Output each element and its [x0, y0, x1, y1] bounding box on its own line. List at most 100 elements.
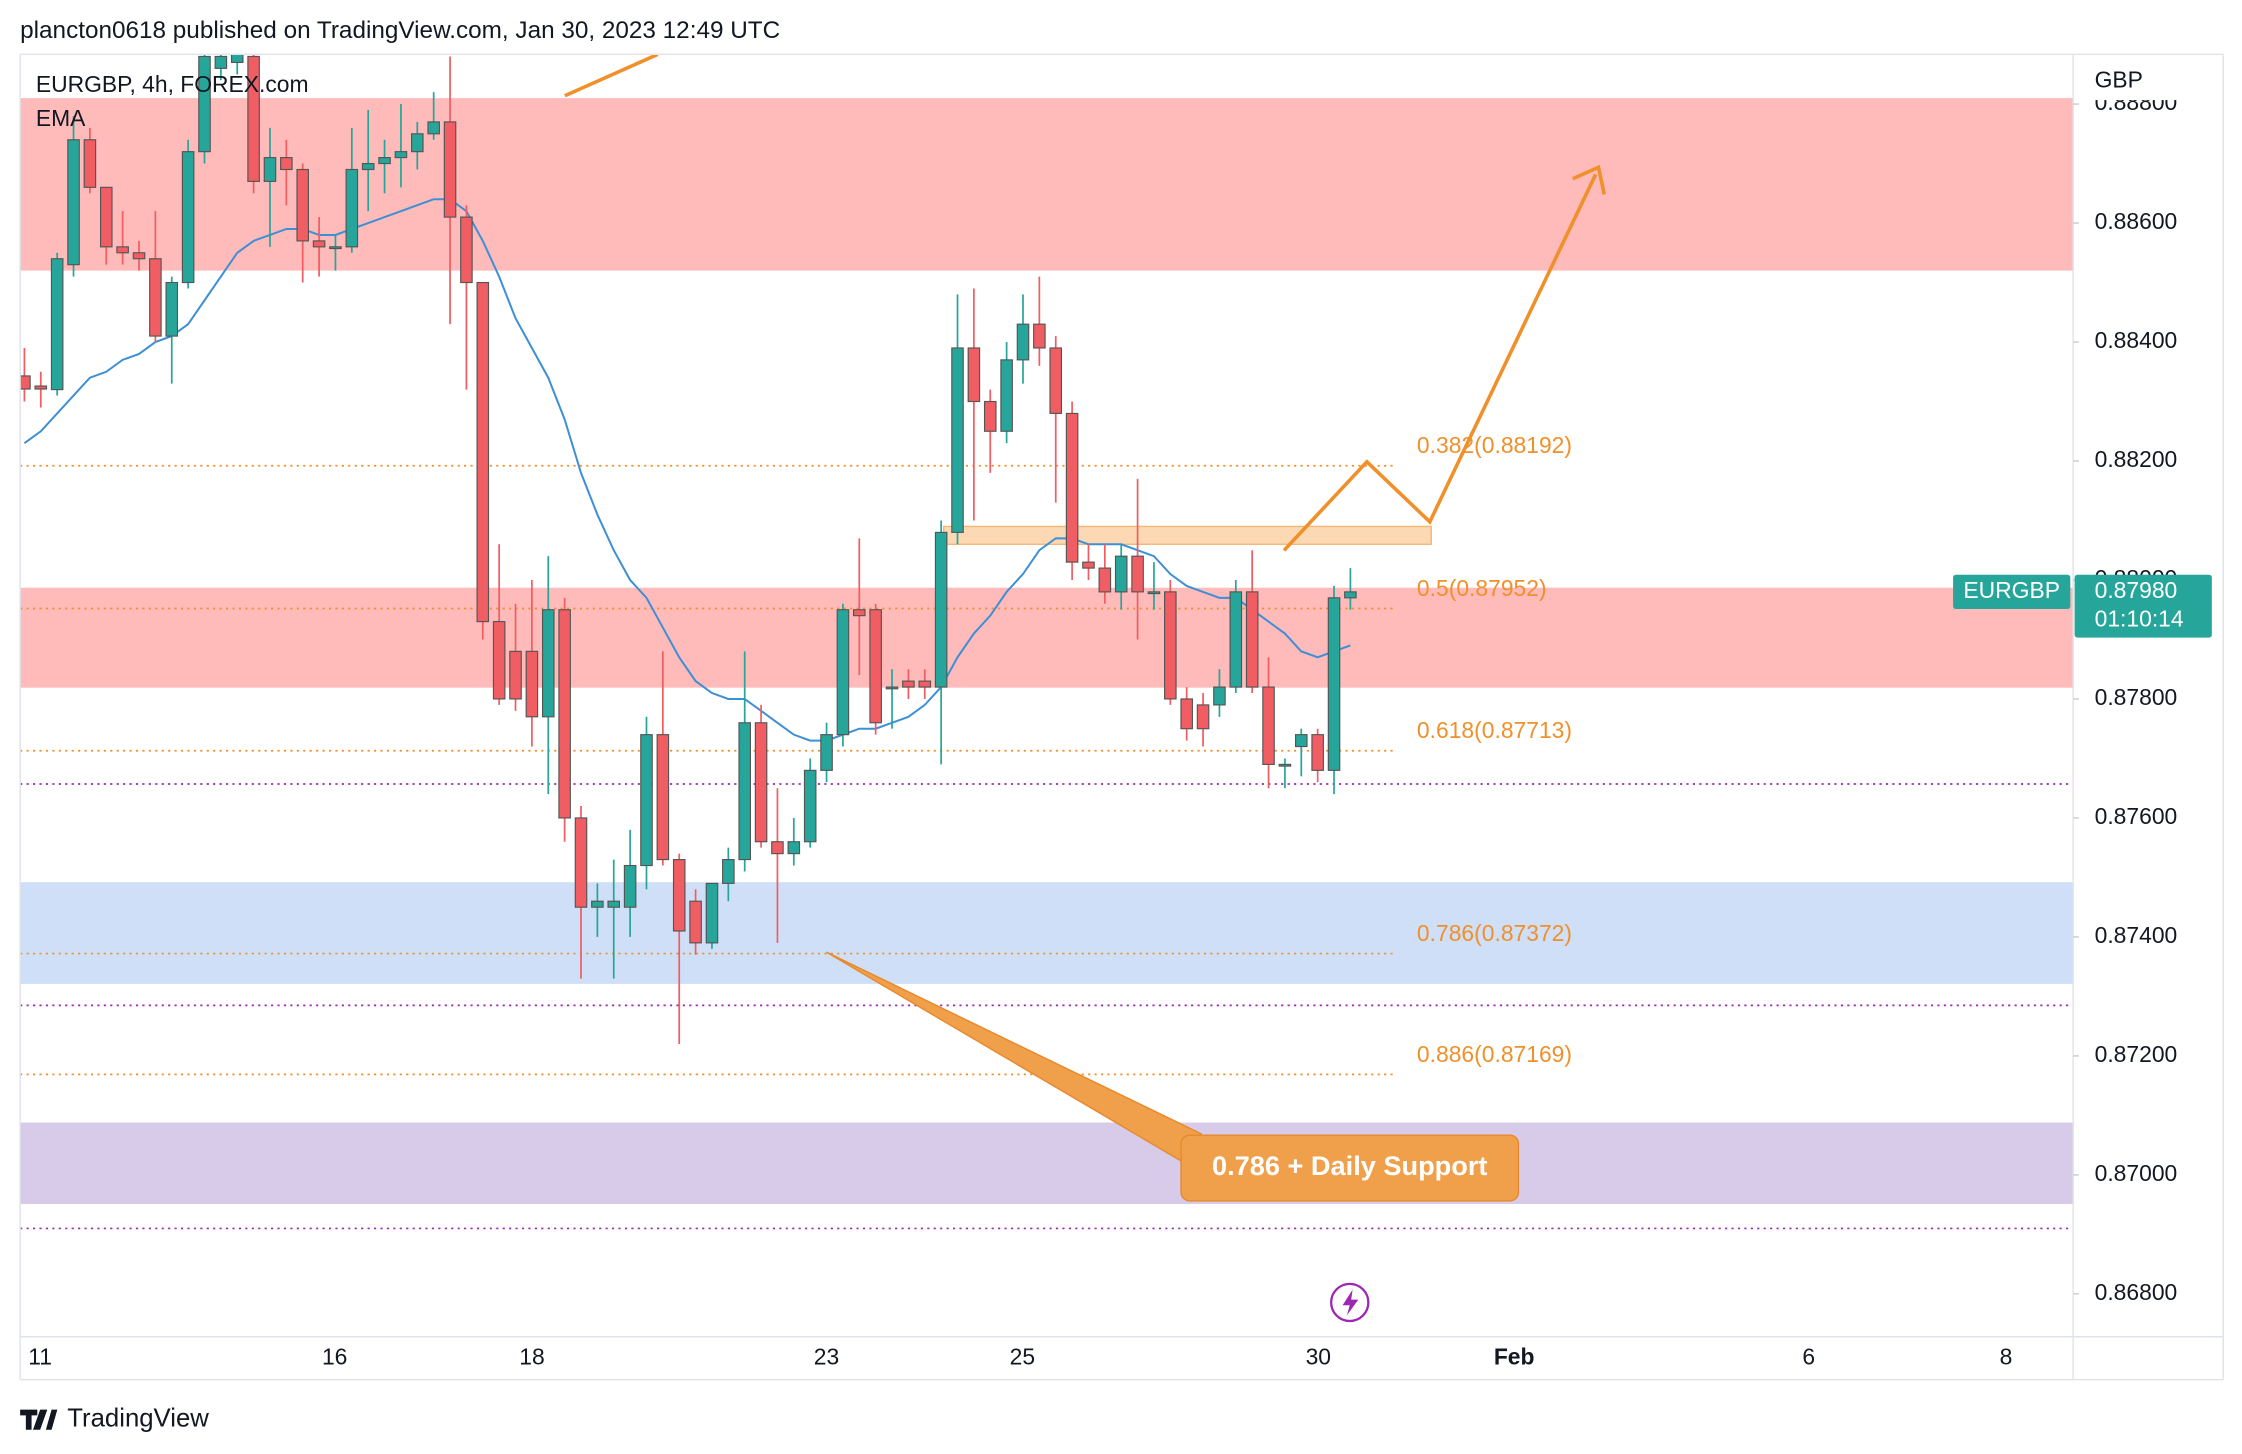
candle-body — [771, 841, 784, 855]
candle-body — [853, 609, 866, 617]
candle-body — [803, 769, 817, 843]
candle-body — [34, 385, 48, 390]
candle-body — [836, 609, 850, 736]
y-tick-label: 0.88400 — [2095, 327, 2178, 353]
candle-body — [1180, 698, 1193, 730]
fib-label: 0.618(0.87713) — [1417, 717, 1572, 743]
candle-body — [361, 162, 375, 171]
x-tick-label: 16 — [322, 1343, 347, 1369]
x-tick-label: Feb — [1494, 1343, 1535, 1369]
y-tick-label: 0.88600 — [2095, 208, 2178, 234]
candle-body — [1213, 686, 1226, 706]
legend-ema: EMA — [36, 105, 86, 131]
x-tick-label: 8 — [2000, 1343, 2013, 1369]
price-axis: 0.888000.886000.884000.882000.880000.878… — [2073, 89, 2177, 1305]
candle-body — [1262, 686, 1275, 765]
x-tick-label: 30 — [1306, 1343, 1331, 1369]
candle-body — [165, 281, 179, 337]
candle-body — [689, 900, 702, 944]
candle-body — [885, 686, 899, 690]
candle-body — [934, 531, 948, 688]
fib-label: 0.5(0.87952) — [1417, 575, 1547, 601]
candles — [20, 54, 1357, 1045]
candle-body — [1294, 734, 1308, 748]
candle-body — [902, 680, 915, 688]
candle-body — [1131, 555, 1144, 593]
candle-body — [345, 168, 359, 248]
candle-body — [623, 864, 637, 908]
candle-body — [820, 734, 833, 771]
header: plancton0618 published on TradingView.co… — [20, 17, 780, 44]
fib-label: 0.886(0.87169) — [1417, 1041, 1572, 1067]
event-bolt — [1342, 1289, 1359, 1316]
candle-body — [787, 841, 801, 855]
brand: TradingView — [20, 1404, 209, 1432]
candle-body — [492, 621, 506, 700]
candle-body — [230, 54, 244, 63]
candle-body — [378, 157, 391, 165]
candle-body — [705, 882, 719, 944]
candle-body — [1245, 591, 1259, 688]
candle-body — [722, 859, 735, 884]
candle-body — [1033, 323, 1046, 349]
last-price-bg — [2074, 574, 2212, 638]
trend-line — [564, 54, 659, 98]
candle-body — [214, 55, 228, 69]
ema-line — [23, 198, 1351, 742]
projection-path — [1282, 173, 1598, 552]
candle-body — [247, 55, 260, 182]
y-tick-label: 0.87200 — [2095, 1041, 2178, 1067]
candle-body — [329, 246, 342, 250]
y-tick-label: 0.87600 — [2095, 803, 2178, 829]
candle-body — [738, 722, 751, 861]
candle-body — [132, 252, 146, 260]
candle-body — [656, 734, 670, 861]
x-tick-label: 6 — [1802, 1343, 1815, 1369]
zone — [943, 525, 1432, 546]
candle-body — [607, 900, 621, 908]
zone — [20, 882, 2074, 984]
legend-symbol: EURGBP, 4h, FOREX.com — [36, 71, 309, 97]
candle-body — [967, 347, 981, 403]
x-tick-label: 25 — [1010, 1343, 1035, 1369]
zones — [20, 98, 2074, 1205]
candle-body — [67, 139, 80, 266]
candle-body — [280, 157, 293, 171]
candle-body — [149, 258, 162, 337]
x-tick-label: 18 — [519, 1343, 544, 1369]
candle-body — [198, 55, 211, 153]
candle-body — [296, 168, 310, 242]
candle-body — [509, 650, 522, 700]
candle-body — [1016, 323, 1030, 361]
candle-body — [574, 817, 588, 908]
candle-body — [672, 859, 686, 932]
candle-body — [525, 650, 539, 718]
brand-name: TradingView — [67, 1404, 209, 1432]
candle-body — [427, 121, 440, 135]
x-tick-label: 11 — [28, 1343, 52, 1369]
candle-body — [918, 680, 932, 688]
candle-body — [312, 240, 326, 248]
candle-body — [754, 722, 768, 843]
projection-arrowhead — [1572, 164, 1606, 195]
candle-body — [50, 258, 64, 391]
candle-body — [83, 139, 97, 188]
candle-body — [1114, 555, 1128, 593]
candle-body — [951, 347, 964, 533]
brand-logo — [20, 1409, 58, 1430]
candle-body — [869, 609, 882, 724]
candle-body — [1344, 591, 1357, 599]
last-price-label: 0.87980 — [2095, 577, 2178, 603]
candle-body — [20, 375, 31, 390]
countdown: 01:10:14 — [2095, 606, 2184, 632]
candle-body — [1278, 763, 1292, 767]
zone — [20, 98, 2074, 271]
candle-body — [1065, 412, 1079, 563]
x-tick-label: 23 — [814, 1343, 839, 1369]
candle-body — [1000, 359, 1013, 432]
candle-body — [591, 900, 604, 908]
y-tick-label: 0.87800 — [2095, 684, 2178, 710]
callout-text: 0.786 + Daily Support — [1212, 1150, 1487, 1181]
time-axis: 11 16 18 23 25 30 Feb 6 8 — [28, 1343, 2012, 1369]
currency-bg — [2076, 60, 2220, 101]
